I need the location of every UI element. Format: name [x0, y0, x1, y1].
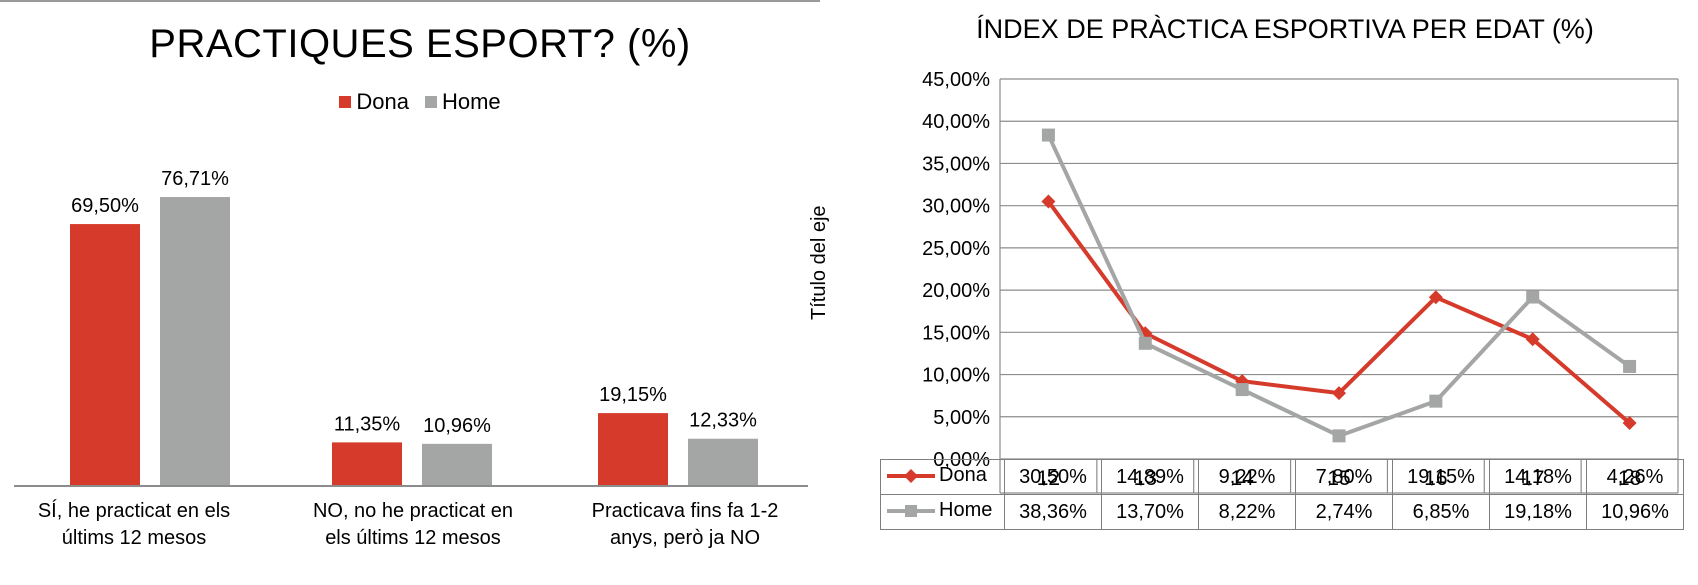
category-label: NO, no he practicat en els últims 12 mes… [293, 498, 533, 552]
bar-dona [70, 224, 140, 486]
table-cell: 14,89% [1101, 459, 1199, 495]
bar-dona [332, 442, 402, 485]
point-marker-dona [1428, 290, 1443, 305]
data-label: 10,96% [423, 415, 491, 437]
table-cell: 8,22% [1198, 494, 1296, 530]
y-tick-label: 35,00% [922, 153, 990, 175]
point-marker-home [1332, 429, 1346, 443]
legend-key-home-icon [887, 504, 935, 517]
series-key-dona: Dona [887, 464, 987, 487]
bar-home [688, 438, 758, 485]
category-label-line: anys, però ja NO [609, 527, 761, 549]
legend-label-home: Home [441, 89, 501, 114]
table-cell: 7,80% [1295, 459, 1393, 495]
category-label-line: últims 12 mesos [61, 527, 207, 549]
top-rule [0, 0, 820, 2]
legend-item-home: Home [424, 89, 501, 115]
point-marker-home [1041, 128, 1055, 142]
category-label-line: els últims 12 mesos [325, 527, 501, 549]
table-cell: 6,85% [1392, 494, 1490, 530]
table-cell: 9,22% [1198, 459, 1296, 495]
table-series-name: Home [939, 499, 993, 522]
table-cell: 13,70% [1101, 494, 1199, 530]
table-cell: 2,74% [1295, 494, 1393, 530]
y-tick-label: 20,00% [922, 280, 990, 302]
point-marker-dona [1332, 386, 1346, 401]
legend-label-dona: Dona [356, 89, 409, 114]
table-cell: 30,50% [1004, 459, 1102, 495]
line-chart-data-table: Dona 30,50% 14,89% 9,22% 7,80% 19,15% 14… [880, 459, 1684, 530]
table-series-name: Dona [939, 464, 987, 487]
bar-dona [598, 413, 668, 485]
point-marker-home [1526, 290, 1540, 304]
table-cell: 14,18% [1489, 459, 1587, 495]
point-marker-dona [1041, 194, 1056, 209]
data-label: 11,35% [334, 413, 401, 435]
legend-swatch-home [424, 96, 437, 108]
bar-home [422, 443, 492, 485]
category-label-line: SÍ, he practicat en els [37, 500, 231, 522]
table-cell: 19,18% [1489, 494, 1587, 530]
legend-item-dona: Dona [339, 89, 409, 115]
series-key-home: Home [887, 499, 992, 522]
table-row-dona: Dona 30,50% 14,89% 9,22% 7,80% 19,15% 14… [880, 459, 1684, 495]
category-label-line: NO, no he practicat en [312, 500, 514, 522]
y-tick-label: 30,00% [922, 196, 990, 218]
category-label: SÍ, he practicat en els últims 12 mesos [14, 498, 254, 552]
data-label: 19,15% [599, 384, 667, 406]
table-cell: 10,96% [1586, 494, 1684, 530]
bar-chart-title: PRACTIQUES ESPORT? (%) [149, 22, 691, 66]
y-tick-label: 25,00% [922, 238, 990, 260]
table-legend-cell: Dona [880, 459, 1005, 495]
y-tick-label: 10,00% [922, 365, 990, 387]
point-marker-home [1138, 336, 1152, 350]
point-marker-home [1235, 383, 1249, 397]
y-tick-label: 5,00% [933, 407, 990, 429]
data-label: 69,50% [71, 195, 139, 217]
point-marker-home [1429, 394, 1443, 408]
y-tick-label: 40,00% [922, 111, 990, 133]
y-tick-label: 45,00% [922, 69, 990, 91]
legend-key-dona-icon [887, 468, 935, 483]
table-cell: 4,26% [1586, 459, 1684, 495]
data-label: 76,71% [161, 168, 229, 190]
category-label: Practicava fins fa 1-2 anys, però ja NO [565, 498, 805, 552]
table-legend-cell: Home [880, 494, 1005, 530]
point-marker-dona [1525, 332, 1540, 347]
table-cell: 38,36% [1004, 494, 1102, 530]
category-label-line: Practicava fins fa 1-2 [591, 500, 779, 522]
y-axis-title: Título del eje [808, 205, 830, 320]
point-marker-home [1623, 359, 1637, 373]
legend-swatch-dona [339, 96, 352, 108]
table-row-home: Home 38,36% 13,70% 8,22% 2,74% 6,85% 19,… [880, 494, 1684, 530]
data-label: 12,33% [689, 410, 757, 432]
y-tick-label: 15,00% [922, 322, 990, 344]
table-cell: 19,15% [1392, 459, 1490, 495]
line-chart-title: ÍNDEX DE PRÀCTICA ESPORTIVA PER EDAT (%) [976, 14, 1594, 44]
bar-chart-legend: Dona Home [0, 89, 840, 115]
point-marker-dona [1622, 416, 1637, 431]
bar-home [160, 197, 230, 485]
